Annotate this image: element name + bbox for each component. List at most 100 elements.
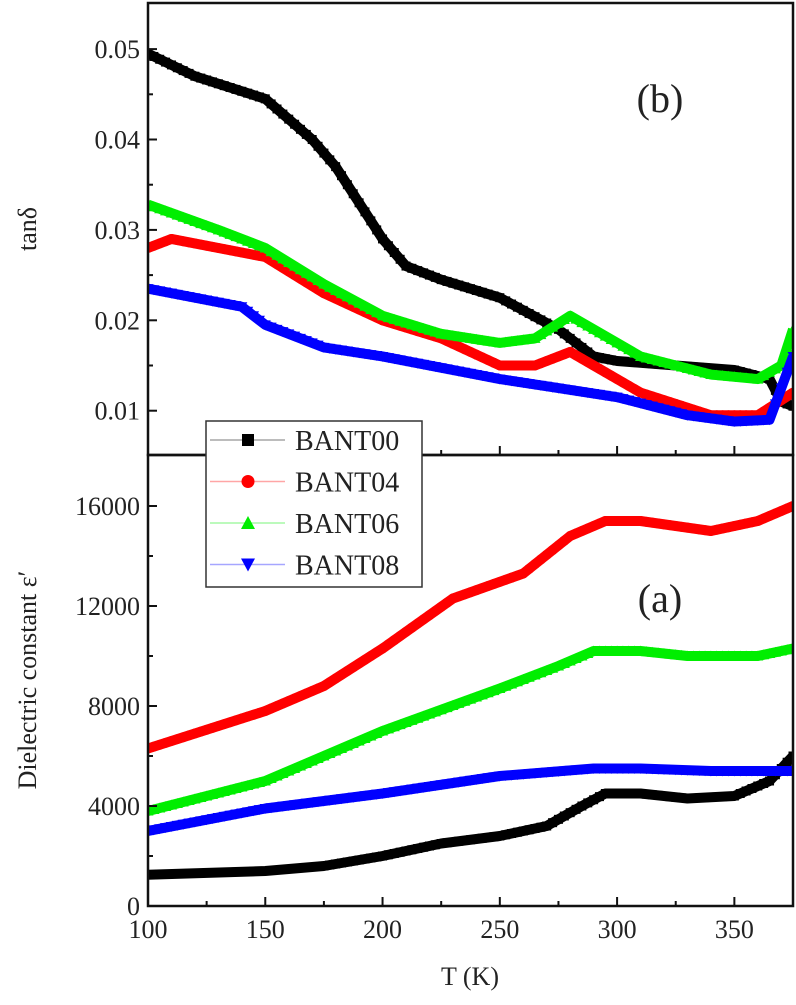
data-point — [577, 342, 587, 352]
data-point — [641, 358, 651, 368]
data-point — [325, 860, 335, 870]
data-point — [600, 789, 610, 798]
data-point — [454, 280, 464, 290]
data-point — [547, 321, 559, 332]
data-point — [466, 284, 475, 294]
data-point — [290, 119, 300, 129]
data-point — [225, 867, 235, 877]
legend-item-BANT00: BANT00 — [210, 426, 399, 457]
data-point — [401, 846, 411, 856]
series-BANT08 — [148, 763, 793, 837]
data-point — [600, 354, 610, 364]
data-point — [307, 862, 317, 872]
series-BANT06 — [148, 199, 793, 385]
data-point — [671, 792, 681, 802]
data-point — [325, 155, 335, 165]
data-point — [236, 233, 248, 244]
data-point — [301, 863, 311, 872]
legend-marker-icon — [241, 516, 255, 529]
data-point — [395, 847, 405, 857]
data-point — [758, 370, 770, 381]
data-point — [301, 129, 311, 139]
data-point — [249, 866, 259, 876]
data-point — [618, 356, 628, 366]
data-point — [295, 124, 305, 134]
data-point — [524, 825, 534, 835]
data-point — [442, 276, 452, 286]
data-point — [788, 751, 793, 761]
data-point — [166, 60, 176, 70]
data-point — [319, 861, 329, 871]
data-point — [272, 865, 282, 875]
data-point — [612, 789, 622, 798]
data-point — [401, 261, 411, 271]
data-point — [477, 287, 487, 297]
panel-frame-0 — [146, 1, 795, 457]
data-point — [313, 862, 323, 871]
x-tick-label: 350 — [715, 915, 754, 944]
data-point — [213, 868, 223, 877]
data-point — [765, 374, 775, 384]
data-point — [189, 215, 201, 226]
data-point — [724, 365, 733, 375]
data-point — [442, 838, 452, 848]
data-point — [336, 288, 347, 299]
data-point — [570, 313, 582, 324]
data-point — [219, 81, 229, 91]
data-point — [630, 789, 640, 798]
data-point — [588, 323, 600, 334]
data-point — [718, 792, 728, 802]
plot-area-1 — [148, 501, 793, 880]
legend-label: BANT06 — [295, 509, 399, 540]
data-point — [759, 779, 769, 788]
data-point — [735, 367, 745, 377]
data-point — [389, 248, 399, 258]
data-point — [407, 263, 417, 273]
legend-marker-icon — [241, 558, 255, 572]
data-point — [764, 415, 776, 426]
data-point — [237, 86, 247, 96]
data-point — [583, 798, 593, 808]
data-point — [413, 844, 423, 853]
data-point — [788, 401, 793, 411]
data-point — [787, 643, 793, 653]
data-point — [735, 789, 745, 798]
data-point — [365, 303, 377, 314]
y-axis-label-tand: tanδ — [13, 207, 42, 251]
data-point — [266, 866, 276, 875]
data-point — [518, 826, 528, 836]
legend-label: BANT00 — [295, 426, 399, 457]
data-point — [312, 275, 324, 286]
data-point — [208, 77, 217, 87]
series-BANT04 — [148, 233, 793, 421]
data-point — [787, 323, 793, 334]
data-point — [371, 307, 383, 318]
data-point — [331, 859, 341, 869]
data-point — [606, 789, 616, 798]
data-point — [677, 793, 687, 803]
data-point — [682, 794, 692, 803]
data-point — [647, 790, 657, 800]
panel-label-a: (a) — [638, 576, 682, 621]
data-point — [172, 869, 182, 879]
data-point — [741, 786, 751, 796]
data-point — [225, 83, 235, 93]
data-point — [324, 281, 336, 292]
data-point — [636, 789, 646, 798]
data-point — [383, 850, 393, 860]
data-point — [712, 792, 722, 802]
data-point — [383, 241, 393, 251]
data-point — [171, 209, 183, 220]
data-point — [253, 315, 265, 326]
data-point — [161, 57, 171, 67]
data-point — [242, 306, 254, 317]
data-point — [594, 327, 605, 338]
data-point — [571, 804, 581, 814]
y-tick-label: 0.05 — [95, 35, 141, 64]
data-point — [172, 63, 182, 73]
data-point — [278, 109, 288, 119]
data-point — [460, 836, 470, 845]
data-point — [582, 320, 594, 331]
data-point — [219, 867, 229, 877]
